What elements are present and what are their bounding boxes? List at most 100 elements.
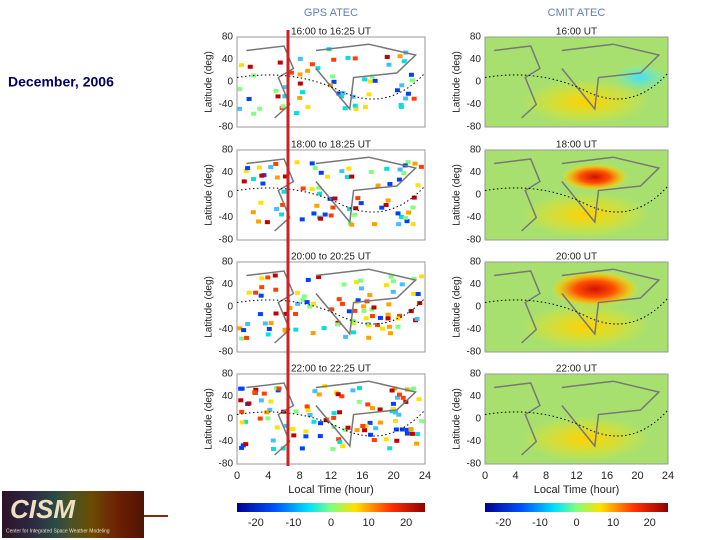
data-pixel xyxy=(395,324,401,329)
data-pixel xyxy=(338,94,344,99)
magnetic-equator xyxy=(236,185,426,213)
data-pixel xyxy=(273,161,279,166)
data-pixel xyxy=(399,83,405,88)
data-pixel xyxy=(331,415,337,420)
data-pixel xyxy=(397,167,403,172)
data-pixel xyxy=(362,77,368,82)
data-pixel xyxy=(340,91,346,96)
data-pixel xyxy=(367,420,373,425)
data-pixel xyxy=(331,57,337,62)
data-pixel xyxy=(411,291,417,296)
y-tick-label: -80 xyxy=(467,235,482,246)
data-pixel xyxy=(399,427,405,432)
data-pixel xyxy=(271,446,277,451)
map-shading xyxy=(521,79,650,125)
data-pixel xyxy=(366,335,372,340)
map-shading xyxy=(521,304,650,350)
data-pixel xyxy=(274,425,280,430)
x-tick-label: 16 xyxy=(601,470,613,482)
y-tick-label: 0 xyxy=(475,302,481,313)
data-pixel xyxy=(385,316,391,321)
data-pixel xyxy=(273,287,279,292)
y-tick-label: 0 xyxy=(227,414,233,425)
coastline xyxy=(494,158,541,232)
data-pixel xyxy=(288,70,294,75)
panel-label: 18:00 UT xyxy=(556,140,597,151)
y-axis-label: Latitude (deg) xyxy=(204,51,215,113)
data-pixel xyxy=(419,274,425,279)
data-pixel xyxy=(339,394,345,399)
x-axis-label: Local Time (hour) xyxy=(534,484,620,496)
slide-title: December, 2006 xyxy=(8,74,114,90)
data-pixel xyxy=(290,427,296,432)
coastline xyxy=(494,45,541,119)
data-pixel xyxy=(294,160,300,165)
data-pixel xyxy=(268,165,274,170)
data-pixel xyxy=(373,426,379,431)
data-pixel xyxy=(259,173,265,178)
data-pixel xyxy=(371,305,377,310)
data-pixel xyxy=(294,111,300,116)
data-pixel xyxy=(293,327,299,332)
data-pixel xyxy=(264,410,270,415)
x-tick-label: 24 xyxy=(419,470,431,482)
colorbar-tick-label: -20 xyxy=(248,517,264,529)
data-pixel xyxy=(317,191,323,196)
data-pixel xyxy=(245,321,251,326)
data-pixel xyxy=(251,111,257,116)
data-pixel xyxy=(367,293,373,298)
data-pixel xyxy=(405,91,411,96)
data-pixel xyxy=(387,181,393,186)
data-pixel xyxy=(297,81,303,86)
data-pixel xyxy=(412,161,418,166)
data-pixel xyxy=(371,438,377,443)
data-pixel xyxy=(408,72,414,77)
coastline xyxy=(561,268,661,336)
data-pixel xyxy=(257,106,263,111)
data-pixel xyxy=(299,217,305,222)
logo-name: CISM xyxy=(10,494,76,524)
data-pixel xyxy=(389,388,395,393)
data-pixel xyxy=(277,60,283,65)
data-pixel xyxy=(283,311,289,316)
data-pixel xyxy=(352,308,358,313)
data-pixel xyxy=(340,444,346,449)
data-pixel xyxy=(336,297,342,302)
data-pixel xyxy=(315,66,321,71)
data-pixel xyxy=(297,95,303,100)
y-tick-label: 40 xyxy=(222,167,234,178)
x-tick-label: 12 xyxy=(570,470,582,482)
data-pixel xyxy=(395,316,401,321)
data-pixel xyxy=(282,94,288,99)
data-pixel xyxy=(305,408,311,413)
y-tick-label: -80 xyxy=(219,235,234,246)
data-pixel xyxy=(337,410,343,415)
data-pixel xyxy=(312,165,318,170)
data-pixel xyxy=(362,428,368,433)
data-pixel xyxy=(369,406,375,411)
data-pixel xyxy=(337,439,343,444)
data-pixel xyxy=(349,222,355,227)
data-pixel xyxy=(362,105,368,110)
magnetic-equator xyxy=(236,72,426,100)
data-pixel xyxy=(297,56,303,61)
data-pixel xyxy=(300,186,306,191)
data-pixel xyxy=(275,94,281,99)
data-pixel xyxy=(409,431,415,436)
data-pixel xyxy=(299,90,305,95)
map-shading xyxy=(613,64,668,91)
data-pixel xyxy=(353,206,359,211)
y-tick-label: 80 xyxy=(470,145,482,156)
data-pixel xyxy=(328,213,334,218)
data-pixel xyxy=(272,273,278,278)
data-pixel xyxy=(259,285,265,290)
data-pixel xyxy=(283,329,289,334)
y-tick-label: 80 xyxy=(470,32,482,43)
y-tick-label: -80 xyxy=(219,347,234,358)
data-pixel xyxy=(411,276,417,281)
y-tick-label: 40 xyxy=(470,54,482,65)
data-pixel xyxy=(398,214,404,219)
data-pixel xyxy=(393,427,399,432)
y-tick-label: 40 xyxy=(222,279,234,290)
